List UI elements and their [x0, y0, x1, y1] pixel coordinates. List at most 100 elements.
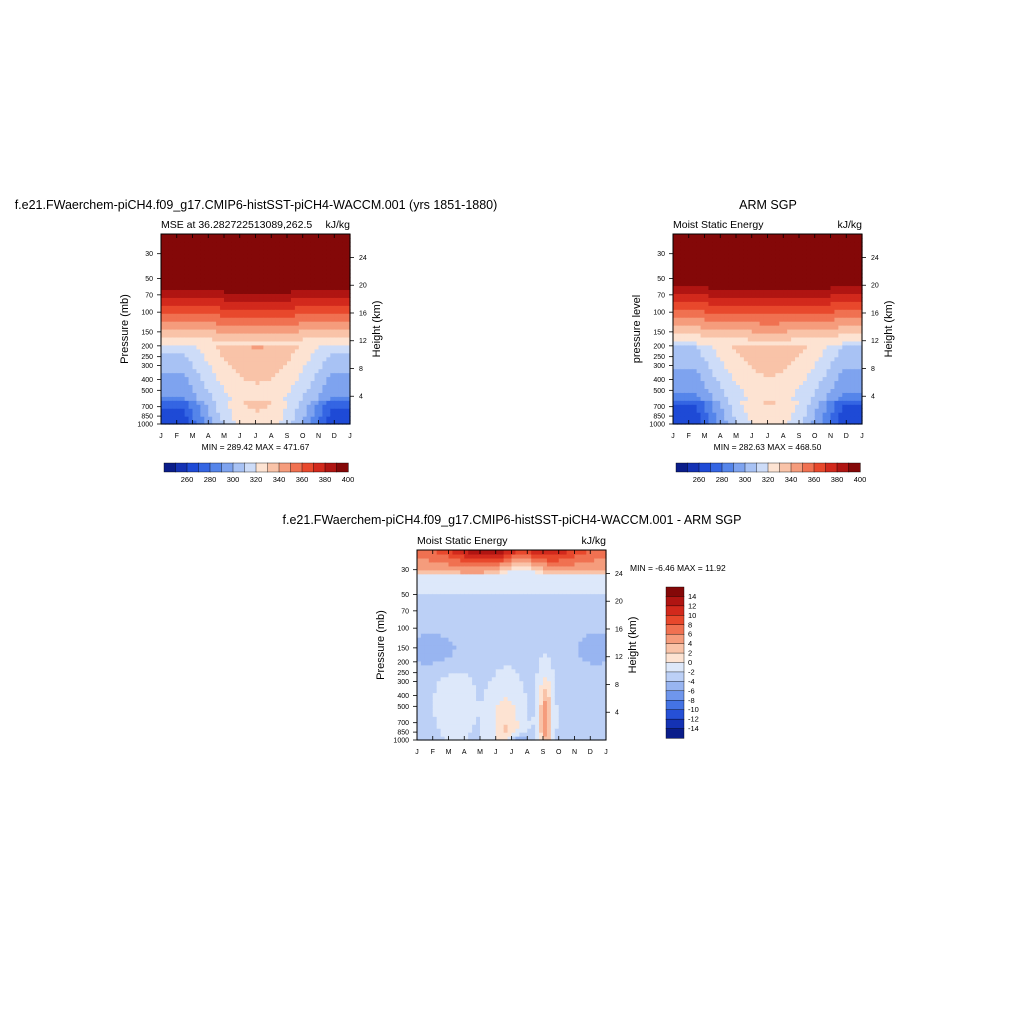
contour-cell [287, 257, 292, 263]
contour-cell [196, 340, 201, 346]
contour-cell [330, 352, 335, 358]
contour-cell [854, 237, 859, 243]
contour-cell [747, 297, 753, 302]
contour-cell [688, 364, 694, 370]
contour-cell [247, 277, 253, 283]
contour-cell [767, 257, 773, 263]
contour-cell [188, 237, 194, 243]
contour-cell [251, 249, 257, 255]
contour-cell [346, 253, 351, 259]
contour-cell [251, 325, 257, 330]
contour-cell [212, 368, 217, 374]
contour-cell [771, 325, 776, 330]
contour-cell [858, 253, 863, 259]
contour-cell [318, 416, 324, 421]
contour-cell [810, 392, 816, 397]
contour-cell [180, 396, 186, 401]
y2-tick-label: 12 [359, 338, 367, 345]
contour-cell [287, 404, 292, 409]
contour-cell [783, 329, 788, 334]
contour-cell [294, 416, 300, 421]
contour-cell [279, 325, 284, 330]
contour-cell [231, 293, 237, 298]
contour-cell [417, 684, 422, 690]
contour-cell [728, 249, 733, 255]
contour-cell [271, 237, 276, 243]
contour-cell [692, 396, 698, 401]
contour-cell [330, 261, 335, 267]
contour-cell [830, 396, 836, 401]
contour-cell [310, 416, 316, 421]
contour-cell [192, 301, 198, 306]
contour-cell [417, 581, 422, 587]
contour-cell [700, 325, 706, 330]
contour-cell [720, 368, 725, 374]
contour-cell [775, 329, 780, 334]
contour-cell [200, 297, 205, 302]
contour-cell [775, 360, 780, 366]
contour-cell [239, 285, 245, 291]
contour-cell [736, 360, 741, 366]
contour-cell [842, 297, 847, 302]
contour-cell [830, 344, 836, 350]
contour-cell [235, 352, 241, 358]
contour-cell [180, 360, 186, 366]
contour-cell [759, 412, 765, 417]
contour-cell [755, 388, 761, 393]
contour-cell [716, 368, 721, 374]
contour-cell [283, 376, 288, 382]
contour-cell [826, 336, 832, 342]
contour-cell [747, 317, 753, 322]
contour-cell [779, 309, 784, 314]
contour-cell [712, 388, 717, 393]
contour-cell [294, 241, 300, 247]
contour-cell [168, 325, 174, 330]
contour-cell [704, 384, 710, 389]
contour-cell [204, 340, 209, 346]
contour-cell [779, 329, 784, 334]
contour-cell [688, 412, 694, 417]
contour-cell [184, 273, 190, 279]
contour-cell [802, 408, 808, 413]
contour-cell [751, 301, 757, 306]
contour-cell [673, 237, 678, 243]
contour-cell [306, 356, 312, 362]
contour-cell [161, 253, 166, 259]
contour-cell [208, 273, 213, 279]
contour-cell [259, 325, 264, 330]
contour-cell [247, 404, 253, 409]
contour-cell [235, 285, 241, 291]
contour-cell [728, 348, 733, 354]
contour-cell [420, 557, 426, 563]
contour-cell [267, 234, 272, 239]
contour-cell [287, 332, 292, 338]
contour-cell [767, 352, 773, 358]
contour-cell [326, 317, 331, 322]
contour-cell [176, 265, 182, 271]
contour-cell [799, 289, 804, 294]
contour-cell [684, 321, 690, 326]
contour-cell [700, 269, 706, 275]
contour-cell [739, 277, 745, 283]
contour-cell [858, 245, 863, 251]
contour-cell [716, 329, 721, 334]
contour-cell [791, 265, 796, 271]
colorbar-box [232, 462, 246, 473]
contour-cell [806, 281, 812, 287]
x-tick-label: A [781, 433, 786, 440]
contour-cell [290, 257, 296, 263]
contour-cell [810, 332, 816, 338]
contour-cell [247, 305, 253, 310]
contour-cell [224, 289, 229, 294]
contour-cell [302, 352, 308, 358]
contour-cell [306, 309, 312, 314]
contour-cell [200, 348, 205, 354]
contour-cell [802, 380, 808, 386]
contour-cell [763, 289, 769, 294]
contour-cell [720, 245, 725, 251]
contour-cell [712, 420, 717, 425]
contour-cell [279, 245, 284, 251]
contour-cell [822, 332, 828, 338]
contour-cell [168, 313, 174, 318]
contour-cell [810, 237, 816, 243]
